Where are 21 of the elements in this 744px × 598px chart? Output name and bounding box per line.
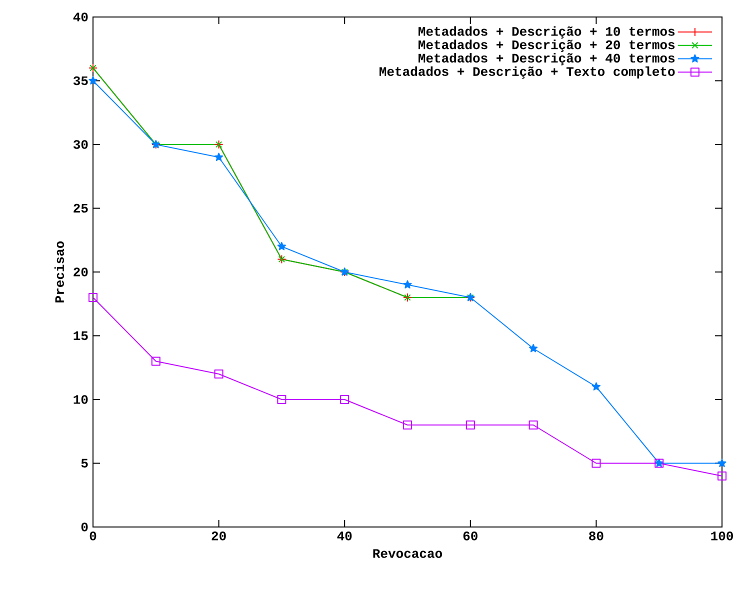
y-tick-label: 25 <box>74 204 88 213</box>
x-tick-label: 20 <box>212 532 226 540</box>
x-tick-label: 80 <box>589 532 604 540</box>
legend-label: Metadados + Descrição + 20 termos <box>418 40 675 52</box>
x-axis-title: Revocacao <box>373 549 442 558</box>
x-tick-label: 0 <box>90 532 96 540</box>
x-tick-label: 60 <box>463 532 478 540</box>
x-tick-label: 40 <box>337 532 352 540</box>
y-tick-label: 10 <box>74 395 88 404</box>
y-axis-title: Precisao <box>54 241 64 302</box>
legend-label: Metadados + Descrição + 40 termos <box>418 53 675 66</box>
legend-label: Metadados + Descrição + 10 termos <box>418 26 675 39</box>
legend-label: Metadados + Descrição + Texto completo <box>380 66 675 79</box>
y-tick-label: 30 <box>73 140 88 149</box>
y-tick-label: 5 <box>81 458 88 468</box>
y-tick-label: 40 <box>73 12 88 22</box>
y-tick-label: 0 <box>81 522 88 532</box>
y-tick-label: 15 <box>74 331 88 340</box>
y-tick-label: 35 <box>73 76 88 86</box>
y-tick-label: 20 <box>74 268 88 276</box>
x-tick-label: 100 <box>711 532 733 540</box>
